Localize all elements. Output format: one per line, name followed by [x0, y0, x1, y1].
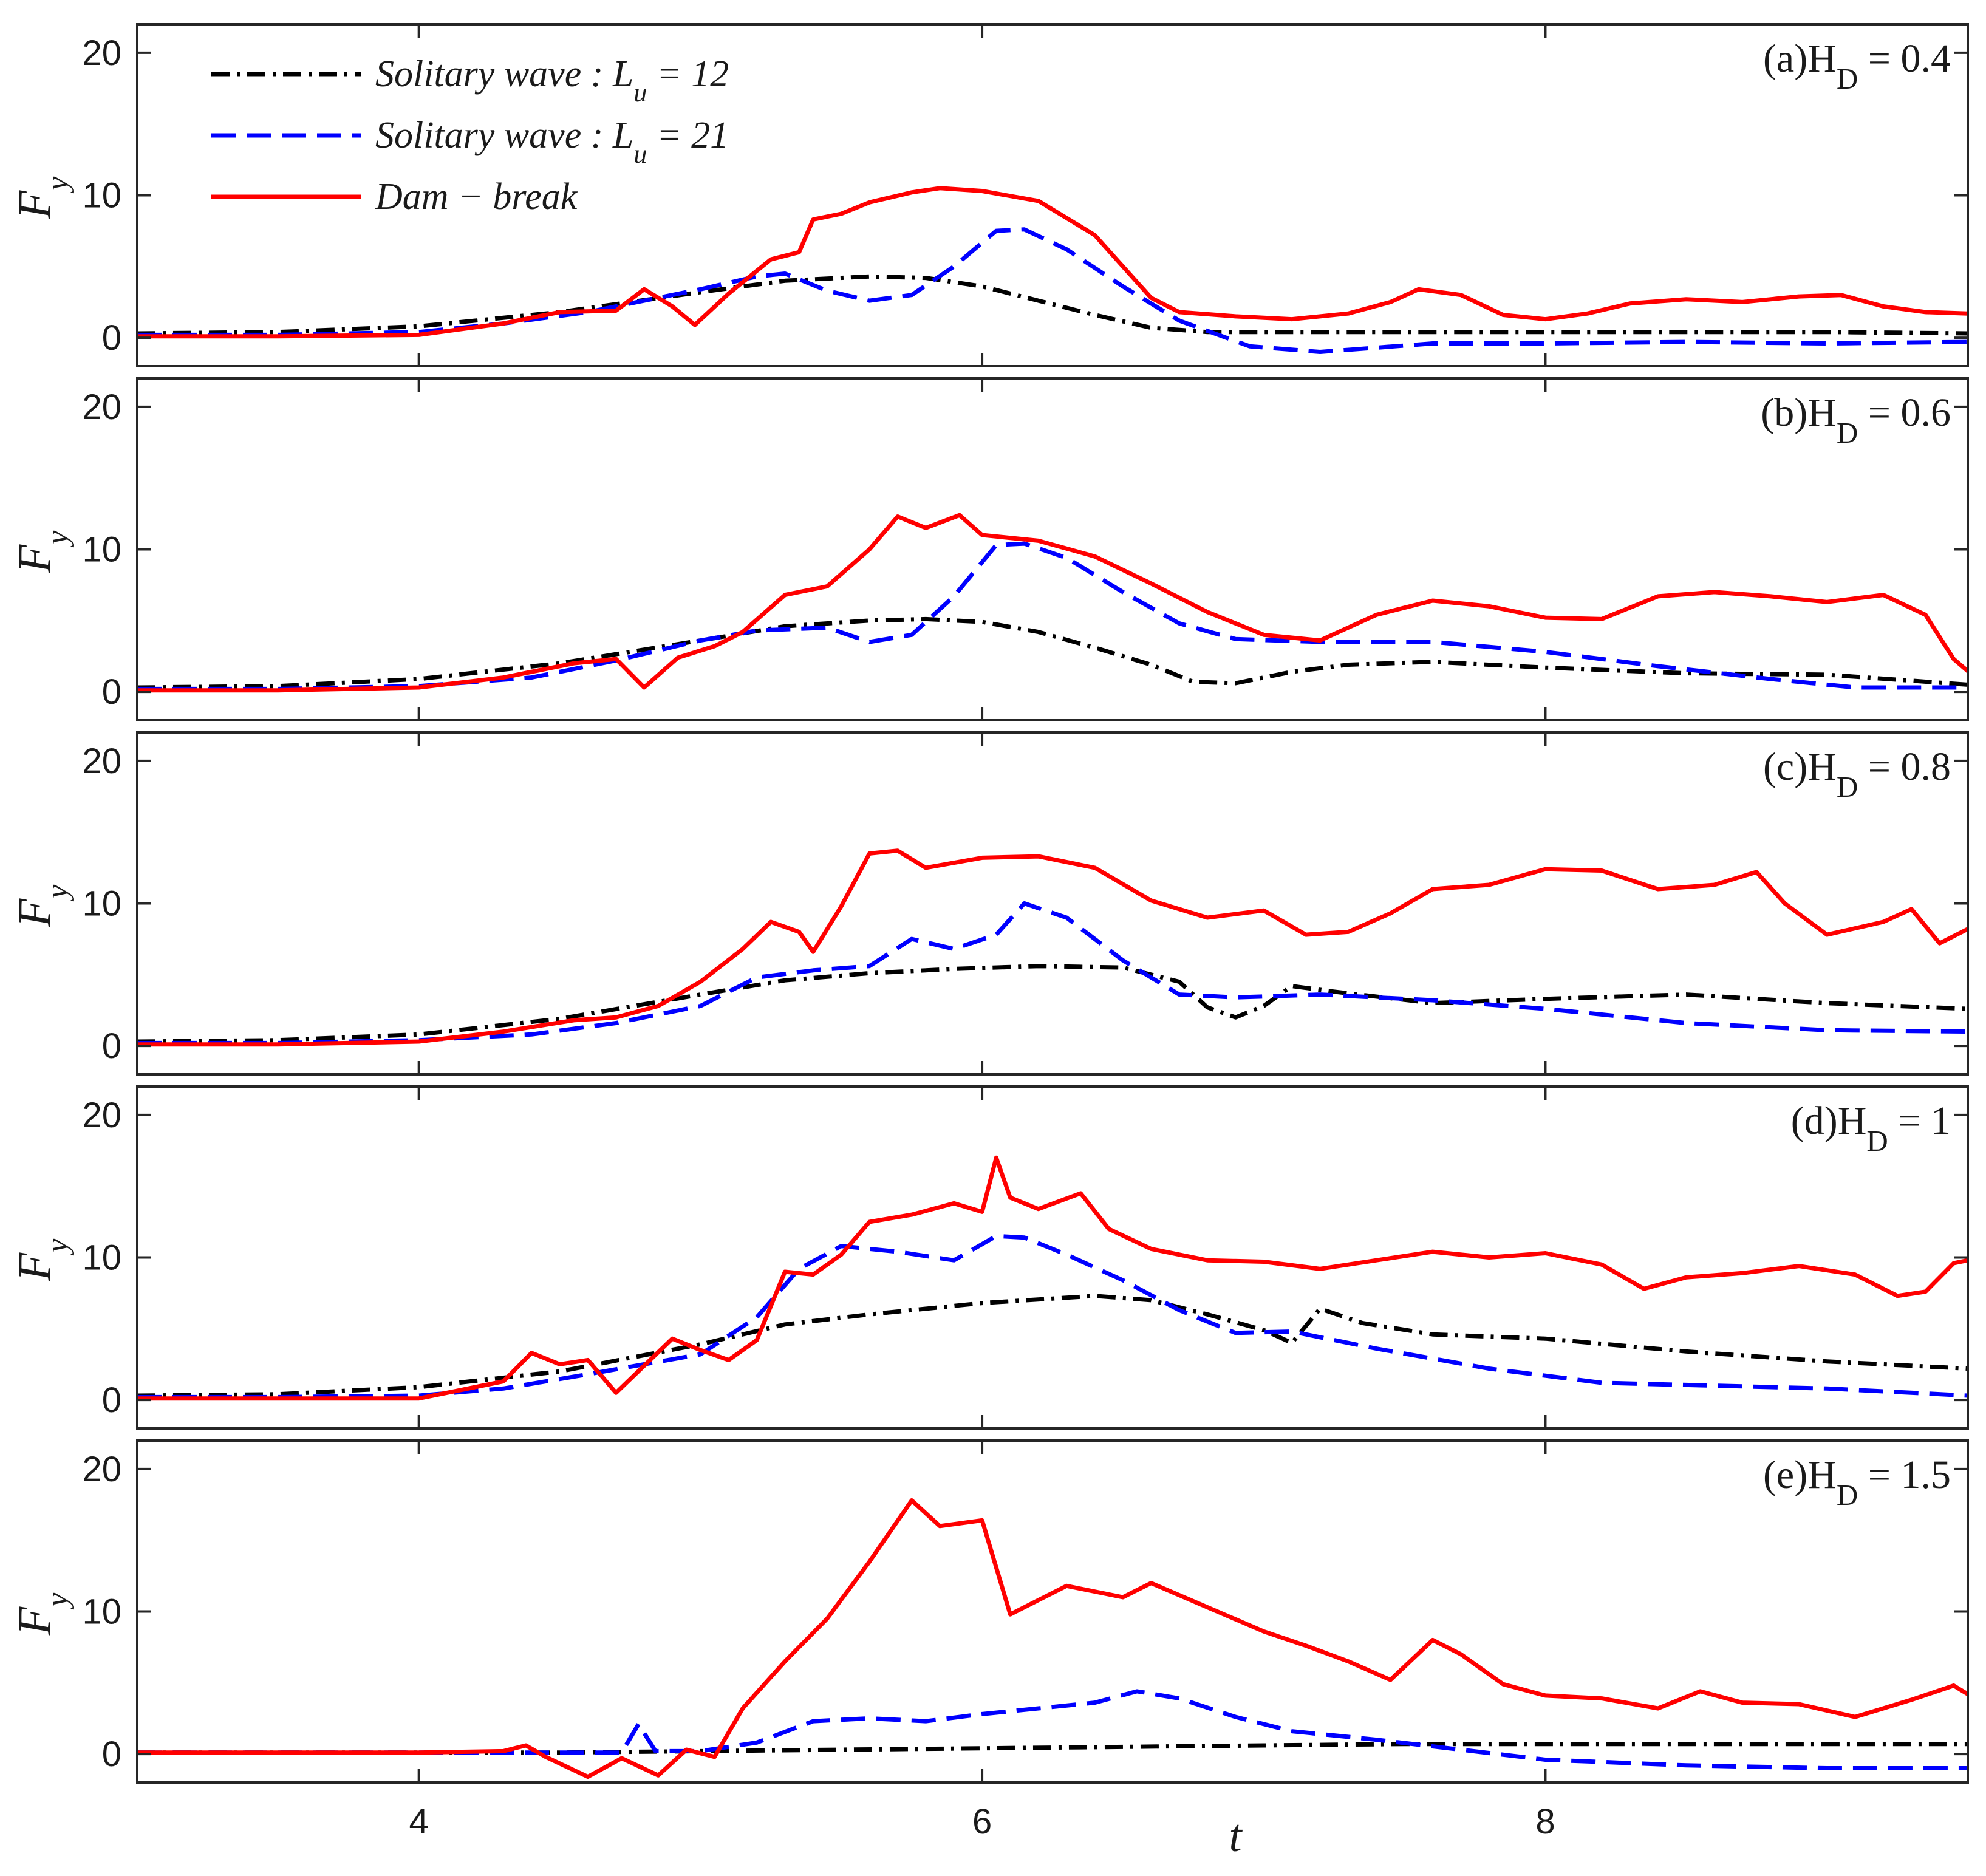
- y-tick-label: 20: [82, 1450, 121, 1489]
- panel-label: (c)HD = 0.8: [1763, 745, 1951, 803]
- series-solitary21-line: [137, 901, 1968, 1045]
- legend-label-solitary21: Solitary wave : Lu = 21: [375, 115, 729, 169]
- series-solitary21-line: [137, 541, 1968, 691]
- y-tick-label: 0: [102, 672, 121, 712]
- x-tick-label: 4: [409, 1802, 429, 1841]
- axes-box: [136, 731, 1969, 1076]
- y-axis-label: Fy: [9, 884, 75, 927]
- y-axis-label-text: Fy: [9, 1238, 75, 1281]
- legend-label-dambreak: Dam − break: [375, 176, 578, 217]
- y-tick-label: 20: [82, 742, 121, 781]
- y-tick-label: 10: [82, 884, 121, 924]
- panel-label: (a)HD = 0.4: [1763, 36, 1951, 95]
- y-axis-label-text: Fy: [9, 884, 75, 927]
- legend-label-solitary12: Solitary wave : Lu = 12: [375, 53, 729, 107]
- y-axis-label-text: Fy: [9, 1592, 75, 1636]
- series-solitary21-line: [137, 1689, 1968, 1770]
- axes-box: [136, 1085, 1969, 1430]
- y-tick-label: 0: [102, 1380, 121, 1420]
- series-dambreak-line: [137, 513, 1968, 693]
- series-solitary21-line: [137, 227, 1968, 354]
- y-axis-label-text: Fy: [9, 176, 75, 219]
- x-tick-label: 8: [1535, 1802, 1555, 1841]
- y-tick-label: 20: [82, 387, 121, 427]
- axes-box: [136, 1439, 1969, 1784]
- y-axis-label: Fy: [9, 1238, 75, 1281]
- panel-label: (e)HD = 1.5: [1763, 1453, 1951, 1512]
- y-tick-label: 20: [82, 33, 121, 73]
- x-axis-label: t: [1229, 1810, 1243, 1861]
- series-dambreak-line: [137, 848, 1968, 1047]
- legend: Solitary wave : Lu = 12 Solitary wave : L…: [211, 53, 729, 217]
- y-tick-label: 20: [82, 1096, 121, 1135]
- series-dambreak-line: [137, 1498, 1968, 1779]
- y-tick-label: 10: [82, 1238, 121, 1278]
- y-tick-label: 10: [82, 530, 121, 570]
- y-tick-label: 10: [82, 1592, 121, 1632]
- panel-b: 0 10 20 Fy (b)HD = 0.6: [9, 377, 1969, 721]
- series-dambreak-line: [137, 186, 1968, 339]
- series-solitary12-line: [137, 274, 1968, 336]
- y-tick-label: 0: [102, 1734, 121, 1774]
- y-tick-label: 10: [82, 176, 121, 216]
- panel-label: (d)HD = 1: [1791, 1099, 1951, 1158]
- y-tick-label: 0: [102, 1026, 121, 1066]
- series-solitary21-line: [137, 1233, 1968, 1399]
- panel-d: 0 10 20 Fy (d)HD = 1: [9, 1085, 1969, 1430]
- y-axis-label-text: Fy: [9, 530, 75, 573]
- panel-label: (b)HD = 0.6: [1761, 391, 1951, 449]
- panel-a: 0 10 20 Fy (a)HD = 0.4: [9, 23, 1969, 367]
- panel-e: 0 10 20 4 6 8 Fy (e)HD = 1.5: [9, 1439, 1969, 1841]
- series-solitary12-line: [137, 616, 1968, 690]
- y-axis-label: Fy: [9, 176, 75, 219]
- y-tick-label: 0: [102, 318, 121, 358]
- series-solitary12-line: [137, 964, 1968, 1044]
- series-solitary12-line: [137, 1294, 1968, 1398]
- panel-c: 0 10 20 Fy (c)HD = 0.8: [9, 731, 1969, 1076]
- panels-group: 0 10 20 Fy (a)HD = 0.4 0 10 20 Fy (b)HD = 0.6 0 10 2…: [9, 23, 1969, 1841]
- y-axis-label: Fy: [9, 530, 75, 573]
- y-axis-label: Fy: [9, 1592, 75, 1636]
- x-tick-label: 6: [972, 1802, 992, 1841]
- series-dambreak-line: [137, 1155, 1968, 1401]
